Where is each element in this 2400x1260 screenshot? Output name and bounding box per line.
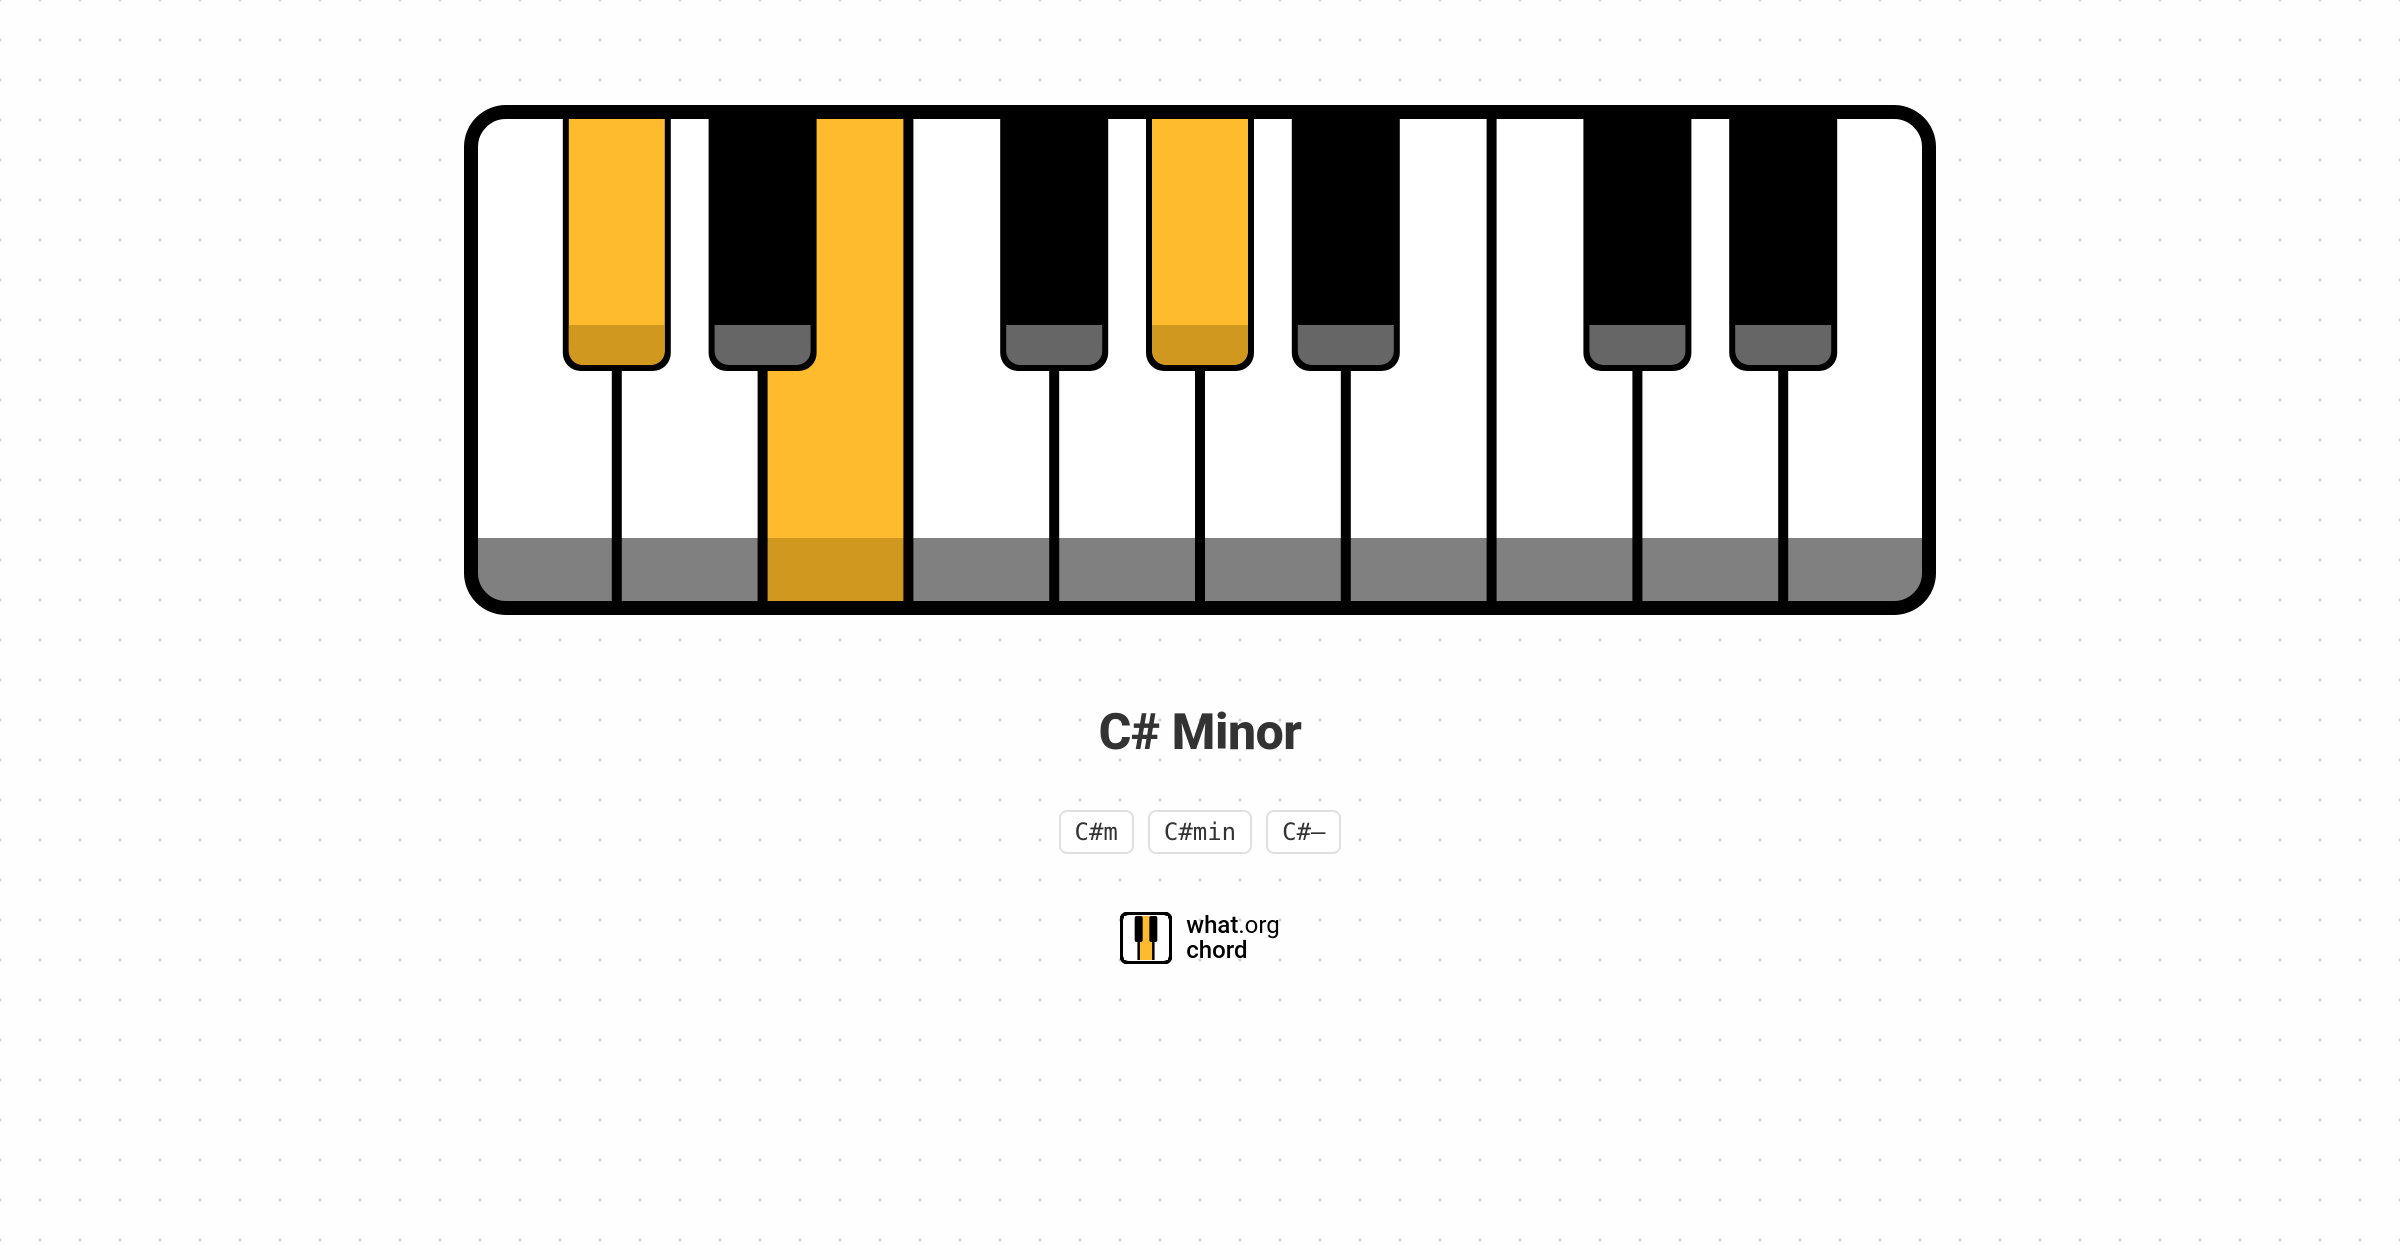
brand-logo: what.org chord [1120, 912, 1279, 964]
chord-title: C# Minor [1099, 704, 1302, 762]
piano-keyboard [464, 105, 1936, 619]
keyboard-svg [464, 105, 1936, 615]
brand-text: what.org chord [1186, 913, 1279, 963]
brand-icon [1120, 912, 1172, 964]
brand-line1b: .org [1238, 913, 1279, 938]
chord-aliases: C#m C#min C#– [1059, 810, 1342, 854]
alias-tag: C#– [1266, 810, 1341, 854]
alias-tag: C#min [1148, 810, 1252, 854]
brand-line2: chord [1186, 938, 1279, 963]
alias-tag: C#m [1059, 810, 1134, 854]
brand-line1a: what [1186, 913, 1238, 938]
